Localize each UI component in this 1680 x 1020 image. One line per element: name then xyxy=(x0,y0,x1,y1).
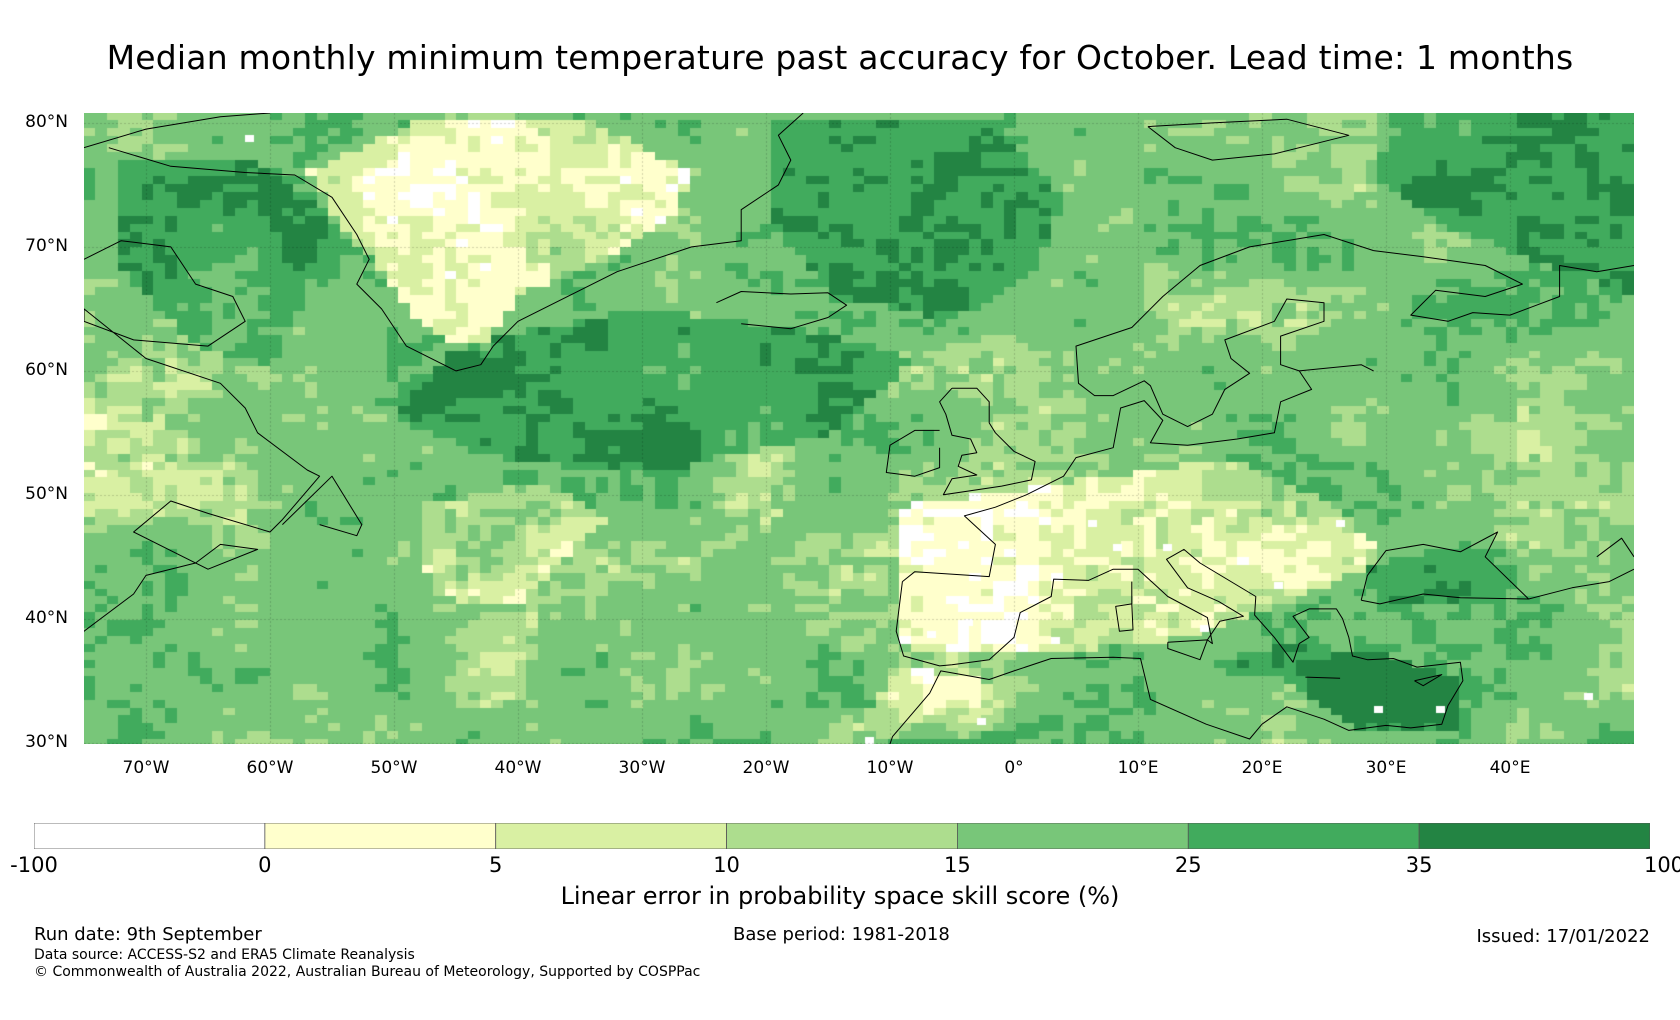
coastline-corsica-sardinia xyxy=(1115,581,1134,632)
lon-tick-label: 20°E xyxy=(1241,758,1283,778)
colorbar-bin xyxy=(1418,823,1650,849)
copyright: © Commonwealth of Australia 2022, Austra… xyxy=(34,964,701,980)
coastline-crete xyxy=(1305,676,1341,679)
data-source: Data source: ACCESS-S2 and ERA5 Climate … xyxy=(34,947,415,963)
lat-tick-label: 50°N xyxy=(25,483,68,504)
issued-date: Issued: 17/01/2022 xyxy=(1476,926,1650,947)
colorbar xyxy=(34,823,1650,849)
coastline-north-canada xyxy=(84,113,271,149)
coastline-overlay xyxy=(84,113,1634,744)
lon-tick-label: 10°E xyxy=(1117,758,1159,778)
coastline-great-britain xyxy=(939,387,1036,496)
coastline-anatolia-east xyxy=(1528,568,1634,600)
coastline-kola-white-sea xyxy=(1373,250,1634,322)
colorbar-tick-label: 15 xyxy=(944,853,971,877)
coastline-cyprus xyxy=(1414,674,1443,687)
lat-tick-label: 70°N xyxy=(25,235,68,256)
coastline-svalbard xyxy=(1147,118,1350,161)
lon-tick-label: 20°W xyxy=(742,758,790,778)
coastline-iberia-africa xyxy=(889,548,1464,744)
coastline-black-sea xyxy=(1360,531,1530,605)
lat-tick-label: 40°N xyxy=(25,607,68,628)
lat-tick-label: 60°N xyxy=(25,359,68,380)
lon-tick-label: 0° xyxy=(1004,758,1024,778)
base-period: Base period: 1981-2018 xyxy=(733,924,950,945)
coastline-europe-atlantic xyxy=(902,364,1374,582)
colorbar-bin xyxy=(264,823,497,849)
colorbar-bin xyxy=(1187,823,1420,849)
lon-tick-label: 70°W xyxy=(122,758,170,778)
coastline-iceland xyxy=(716,291,848,330)
lon-tick-label: 60°W xyxy=(246,758,294,778)
colorbar-tick-label: 25 xyxy=(1174,853,1202,877)
colorbar-tick-label: -100 xyxy=(10,853,58,877)
lon-tick-label: 30°W xyxy=(618,758,666,778)
coastline-baffin-labrador xyxy=(84,240,321,632)
colorbar-tick-label: 10 xyxy=(713,853,740,877)
lat-tick-label: 30°N xyxy=(25,731,68,752)
colorbar-tick-label: 100 xyxy=(1643,853,1680,877)
coastline-sicily xyxy=(1167,639,1208,661)
colorbar-tick-label: 5 xyxy=(489,853,503,877)
lon-tick-label: 40°W xyxy=(494,758,542,778)
map-title: Median monthly minimum temperature past … xyxy=(106,38,1574,77)
colorbar-bin xyxy=(34,823,266,849)
coastline-ireland xyxy=(885,429,941,477)
colorbar-bin xyxy=(495,823,727,849)
lon-tick-label: 10°W xyxy=(866,758,914,778)
colorbar-bin xyxy=(957,823,1189,849)
coastline-scandinavia xyxy=(1075,234,1374,428)
colorbar-tick-label: 0 xyxy=(258,853,272,877)
colorbar-label: Linear error in probability space skill … xyxy=(560,882,1120,910)
coastline-caspian xyxy=(1596,537,1634,558)
coastline-newfoundland xyxy=(282,475,363,537)
lon-tick-label: 30°E xyxy=(1365,758,1407,778)
lon-tick-label: 40°E xyxy=(1489,758,1531,778)
run-date: Run date: 9th September xyxy=(34,924,262,945)
colorbar-bin xyxy=(726,823,958,849)
coastline-greenland xyxy=(108,113,804,372)
skill-score-map xyxy=(84,113,1634,744)
lon-tick-label: 50°W xyxy=(370,758,418,778)
lat-tick-label: 80°N xyxy=(25,111,68,132)
colorbar-tick-label: 35 xyxy=(1405,853,1433,877)
